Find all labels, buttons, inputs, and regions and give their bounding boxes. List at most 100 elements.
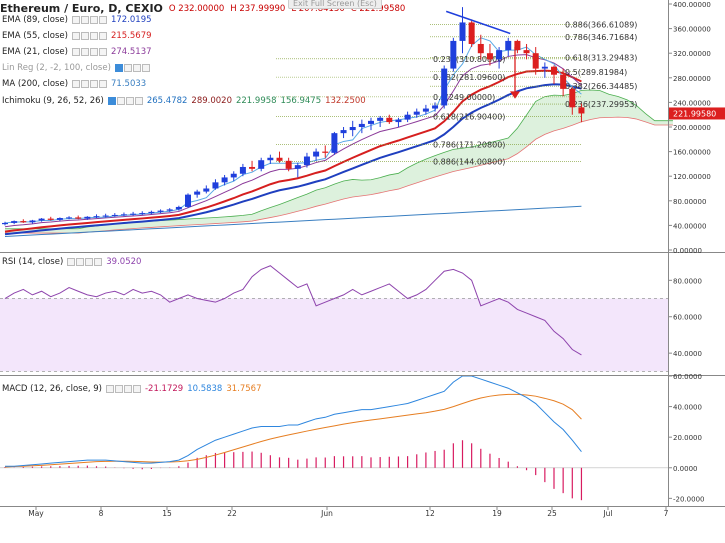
- price-tick-label: 240.00000: [673, 99, 711, 107]
- candle-body: [185, 194, 191, 207]
- candle-body: [267, 157, 274, 161]
- macd-tick-label: 60.0000: [673, 373, 702, 381]
- candle-body: [294, 165, 301, 169]
- close-icon[interactable]: [90, 80, 99, 88]
- candle-body: [38, 218, 45, 221]
- legend-buttons[interactable]: [67, 258, 103, 266]
- settings-icon[interactable]: [81, 80, 90, 88]
- time-tick-label: 22: [227, 509, 237, 518]
- time-tick-label: 25: [547, 509, 557, 518]
- indicator-legend-row[interactable]: EMA (21, close) 274.5137: [2, 47, 152, 57]
- more-icon[interactable]: [134, 97, 143, 105]
- rsi-band: [0, 298, 668, 372]
- eye-icon[interactable]: [105, 385, 114, 393]
- eye-icon[interactable]: [72, 80, 81, 88]
- rsi-pane[interactable]: [0, 265, 668, 372]
- settings-icon[interactable]: [114, 385, 123, 393]
- indicator-legend-row[interactable]: EMA (89, close) 172.0195: [2, 15, 152, 25]
- macd-pane[interactable]: [0, 375, 668, 501]
- legend-buttons[interactable]: [71, 16, 107, 24]
- indicator-legend-row[interactable]: MA (200, close) 71.5033: [2, 79, 146, 89]
- eye-icon[interactable]: [71, 16, 80, 24]
- settings-icon[interactable]: [76, 258, 85, 266]
- legend-buttons[interactable]: [105, 385, 141, 393]
- fib-level-label: 0.886(366.61089): [565, 21, 637, 30]
- ma200-line: [4, 205, 582, 237]
- legend-buttons[interactable]: [71, 48, 107, 56]
- more-icon[interactable]: [98, 48, 107, 56]
- fib-level-label: 0.5(249.00000): [433, 93, 495, 102]
- more-icon[interactable]: [141, 64, 150, 72]
- time-tick-label: 12: [425, 509, 435, 518]
- candle-body: [404, 114, 411, 120]
- eye-icon[interactable]: [107, 97, 116, 105]
- candle-body: [569, 88, 576, 108]
- more-icon[interactable]: [98, 16, 107, 24]
- fib-level-label: 0.618(216.90400): [433, 113, 505, 122]
- macd-line: [5, 375, 582, 467]
- candle-body: [11, 221, 18, 223]
- price-tick-label: 320.00000: [673, 50, 711, 58]
- more-icon[interactable]: [98, 32, 107, 40]
- ichimoku-values: 265.4782 289.0020 221.9958 156.9475 132.2500: [147, 96, 370, 106]
- close-icon[interactable]: [123, 385, 132, 393]
- fib-level-label: 0.236(310.80800): [433, 55, 505, 64]
- ichimoku-cloud: [5, 90, 673, 234]
- legend-buttons[interactable]: [71, 32, 107, 40]
- more-icon[interactable]: [132, 385, 141, 393]
- settings-icon[interactable]: [80, 16, 89, 24]
- candle-body: [560, 74, 567, 89]
- ichimoku-value: 221.9958: [235, 96, 277, 106]
- indicator-value: 215.5679: [110, 31, 152, 41]
- candle-body: [2, 222, 8, 225]
- fib-level-label: 0.382(266.34485): [565, 82, 637, 91]
- indicator-legend-row[interactable]: Lin Reg (2, -2, 100, close): [2, 63, 154, 73]
- candle-body: [157, 210, 164, 212]
- candle-body: [514, 40, 521, 51]
- macd-tick-label: -20.0000: [673, 495, 704, 503]
- eye-icon[interactable]: [71, 48, 80, 56]
- exit-fullscreen-button[interactable]: Exit Full Screen (Esc): [288, 0, 382, 9]
- close-icon[interactable]: [132, 64, 141, 72]
- ichimoku-value: 156.9475: [280, 96, 322, 106]
- candle-body: [358, 123, 365, 127]
- close-icon[interactable]: [89, 32, 98, 40]
- price-tick-label: 160.00000: [673, 149, 711, 157]
- fib-level-label: 0.618(313.29483): [565, 53, 637, 62]
- close-icon[interactable]: [89, 16, 98, 24]
- candle-body: [395, 119, 402, 123]
- price-tick-label: 0.00000: [673, 247, 702, 255]
- candle-body: [93, 216, 100, 218]
- settings-icon[interactable]: [116, 97, 125, 105]
- ichimoku-legend[interactable]: Ichimoku (9, 26, 52, 26) 265.4782 289.002…: [2, 96, 370, 106]
- more-icon[interactable]: [99, 80, 108, 88]
- symbol-title[interactable]: Ethereum / Euro, D, CEXIO: [0, 2, 163, 15]
- eye-icon[interactable]: [71, 32, 80, 40]
- candle-body: [432, 105, 439, 109]
- candle-body: [66, 217, 73, 219]
- legend-buttons[interactable]: [114, 64, 150, 72]
- close-icon[interactable]: [125, 97, 134, 105]
- settings-icon[interactable]: [123, 64, 132, 72]
- candle-body: [166, 209, 173, 211]
- candle-body: [47, 218, 54, 220]
- more-icon[interactable]: [94, 258, 103, 266]
- close-icon[interactable]: [89, 48, 98, 56]
- price-tick-label: 40.00000: [673, 222, 706, 230]
- legend-buttons[interactable]: [72, 80, 108, 88]
- indicator-legend-row[interactable]: EMA (55, close) 215.5679: [2, 31, 152, 41]
- settings-icon[interactable]: [80, 32, 89, 40]
- macd-legend[interactable]: MACD (12, 26, close, 9) -21.1729 10.5838 3…: [2, 384, 266, 394]
- eye-icon[interactable]: [67, 258, 76, 266]
- settings-icon[interactable]: [80, 48, 89, 56]
- indicator-name: MA (200, close): [2, 79, 69, 89]
- eye-icon[interactable]: [114, 64, 123, 72]
- close-icon[interactable]: [85, 258, 94, 266]
- legend-buttons[interactable]: [107, 97, 143, 105]
- rsi-legend[interactable]: RSI (14, close) 39.0520: [2, 257, 141, 267]
- rsi-tick-label: 60.0000: [673, 314, 702, 322]
- price-tick-label: 280.00000: [673, 75, 711, 83]
- price-pane[interactable]: 0.886(366.61089) 0.786(346.71684) 0.618(31…: [2, 7, 673, 237]
- candle-body: [422, 108, 429, 112]
